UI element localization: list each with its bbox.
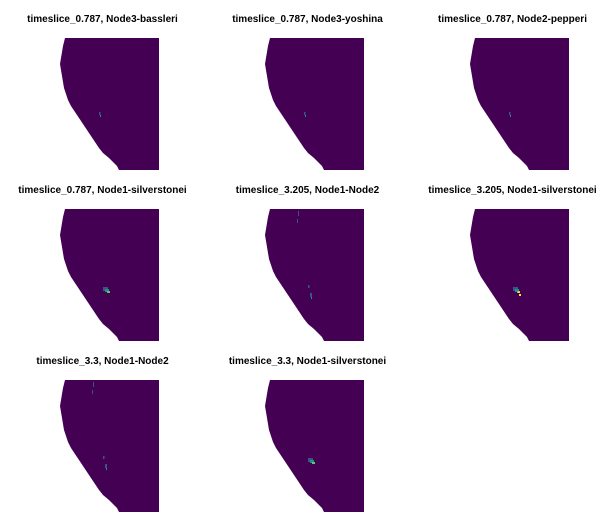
suitability-cell — [311, 297, 312, 299]
land-mass — [60, 380, 159, 512]
suitability-cell — [310, 460, 314, 463]
suitability-cell — [312, 462, 315, 464]
land-mass — [265, 38, 364, 170]
suitability-cell — [105, 464, 107, 468]
suitability-cell — [105, 289, 109, 292]
panel-title: timeslice_0.787, Node1-silverstonei — [18, 185, 187, 196]
map-panel: timeslice_0.787, Node2-pepperi — [410, 0, 615, 170]
suitability-cell — [510, 115, 511, 117]
map-panel: timeslice_3.3, Node1-silverstonei — [205, 342, 410, 512]
range-map — [265, 38, 364, 170]
suitability-cell — [103, 456, 105, 459]
suitability-cell — [310, 293, 312, 297]
map-panel: timeslice_0.787, Node1-silverstonei — [0, 171, 205, 341]
suitability-cell — [519, 294, 521, 296]
suitability-cell — [305, 115, 306, 117]
suitability-cell — [297, 219, 298, 223]
range-map — [60, 209, 159, 341]
suitability-cell — [99, 112, 101, 115]
range-map — [470, 209, 569, 341]
suitability-cell — [308, 285, 310, 288]
panel-title: timeslice_3.3, Node1-Node2 — [36, 356, 169, 367]
land-mass — [60, 209, 159, 341]
land-mass — [60, 38, 159, 170]
range-map — [60, 380, 159, 512]
map-panel: timeslice_3.3, Node1-Node2 — [0, 342, 205, 512]
map-panel: timeslice_3.205, Node1-silverstonei — [410, 171, 615, 341]
range-map — [60, 38, 159, 170]
map-panel: timeslice_3.205, Node1-Node2 — [205, 171, 410, 341]
range-map — [265, 209, 364, 341]
suitability-cell — [92, 390, 93, 394]
suitability-cell — [298, 211, 299, 216]
land-mass — [265, 380, 364, 512]
suitability-cell — [518, 291, 520, 293]
land-mass — [265, 209, 364, 341]
suitability-cell — [304, 112, 306, 115]
map-panel: timeslice_0.787, Node3-yoshina — [205, 0, 410, 170]
map-panel: timeslice_0.787, Node3-bassleri — [0, 0, 205, 170]
suitability-cell — [100, 115, 101, 117]
suitability-cell — [509, 112, 511, 115]
suitability-cell — [93, 382, 94, 387]
panel-title: timeslice_3.205, Node1-silverstonei — [428, 185, 597, 196]
suitability-cell — [107, 291, 110, 293]
panel-title: timeslice_0.787, Node3-bassleri — [27, 14, 178, 25]
land-mass — [470, 38, 569, 170]
range-map — [470, 38, 569, 170]
range-map — [265, 380, 364, 512]
panel-title: timeslice_3.205, Node1-Node2 — [235, 185, 380, 196]
suitability-cell — [106, 468, 107, 470]
suitability-cell — [515, 289, 519, 292]
land-mass — [470, 209, 569, 341]
panel-title: timeslice_0.787, Node2-pepperi — [438, 14, 587, 25]
panel-title: timeslice_3.3, Node1-silverstonei — [228, 356, 387, 367]
panel-title: timeslice_0.787, Node3-yoshina — [232, 14, 383, 25]
